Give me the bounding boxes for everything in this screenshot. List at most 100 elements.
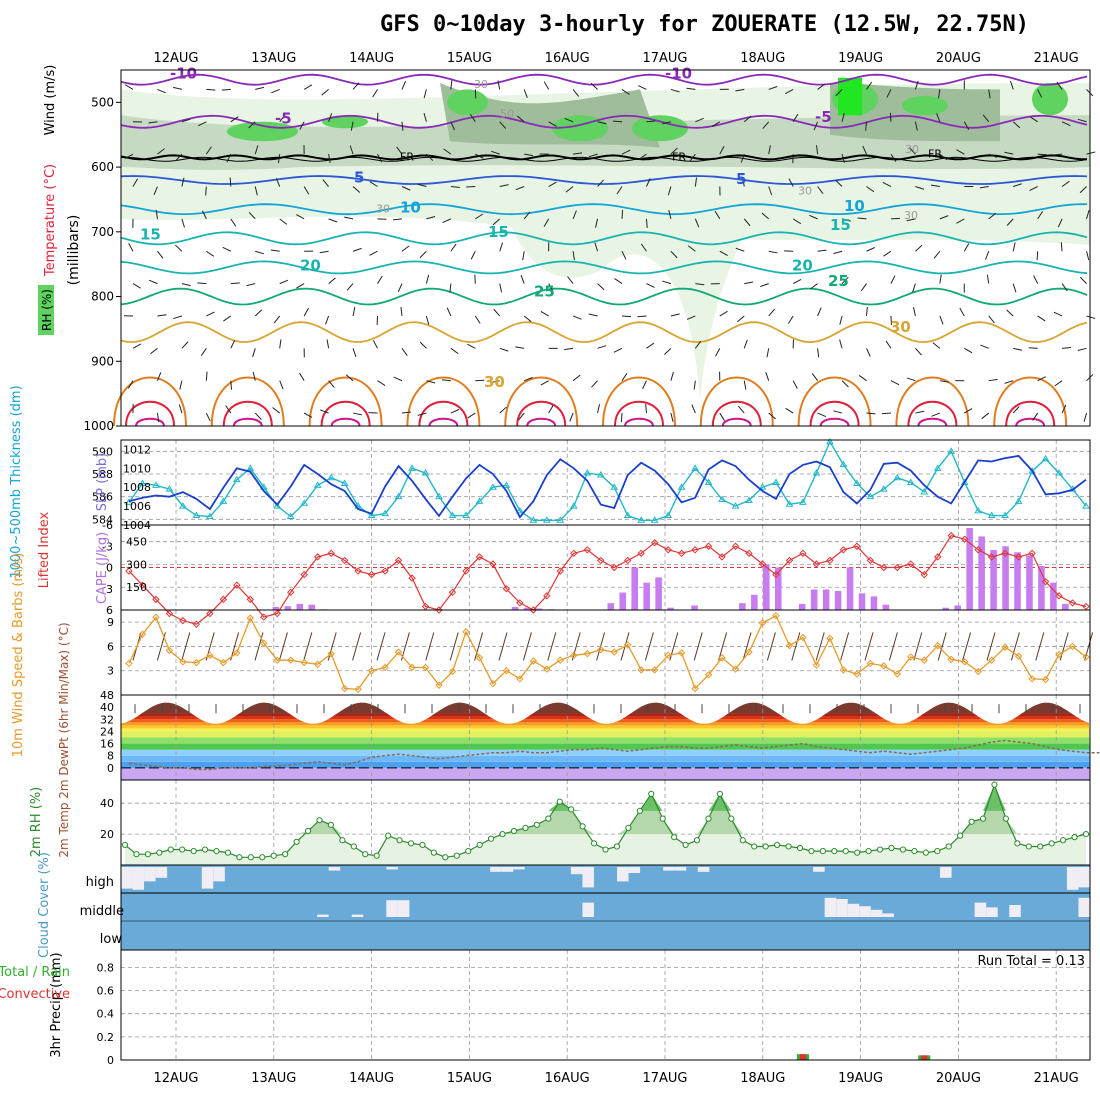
precip-tick-0.8: 0.8 (97, 961, 115, 974)
lifted-point-28 (502, 585, 511, 593)
temp-tick-8: 8 (107, 750, 114, 763)
barb-352 (914, 80, 919, 90)
rh2m-point-49 (682, 841, 689, 849)
barb-397 (1012, 121, 1021, 129)
slp-line (128, 440, 1087, 521)
precip-legend-total: Total / Rain (0, 965, 70, 980)
barb-148 (450, 243, 457, 252)
rh2m-point-84 (1082, 830, 1090, 838)
barb-425 (1053, 311, 1063, 317)
barb-197 (548, 405, 554, 414)
barb-208 (569, 412, 574, 422)
lifted-point-39 (650, 539, 659, 547)
wind10-point-45 (731, 665, 740, 673)
barb-193 (548, 283, 554, 292)
chart-title: GFS 0~10day 3-hourly for ZOUERATE (12.5W… (380, 12, 1030, 37)
barb-106 (352, 307, 356, 317)
barb-128 (400, 306, 403, 317)
barb-420 (1053, 153, 1063, 156)
barb-72 (279, 279, 289, 285)
barb-387 (988, 153, 998, 158)
barb-367 (939, 215, 949, 220)
barb-62 (254, 309, 263, 317)
lifted-point-34 (583, 546, 591, 554)
wind10-point-71 (1082, 653, 1090, 661)
lifted-point-42 (691, 546, 699, 554)
wind10-barb-33 (937, 632, 947, 661)
cape-bar-47 (691, 605, 698, 610)
barb-330 (866, 81, 873, 90)
wind10-point-12 (287, 656, 295, 664)
barb-27 (175, 244, 183, 252)
barb-315 (817, 307, 822, 317)
cloud-level-high: high (86, 875, 114, 890)
thickness-tick-586: 586 (92, 491, 113, 504)
pressure-tick-900: 900 (91, 354, 114, 368)
barb-265 (711, 121, 721, 127)
contour-label-p30b: 30 (484, 373, 505, 391)
slp-point-26 (475, 497, 484, 504)
rh2m-point-41 (590, 840, 598, 847)
slp-point-21 (408, 464, 416, 471)
cape-bar-69 (954, 605, 961, 610)
slp-point-71 (1082, 502, 1090, 509)
contour-label-rh30e: 30 (798, 184, 812, 197)
barb-314 (810, 283, 818, 290)
barb-198 (572, 89, 580, 97)
ylabel-lifted: Lifted Index (37, 511, 52, 588)
wind10-barb-34 (962, 632, 972, 661)
rh2m-point-77 (1002, 815, 1010, 822)
barb-406 (1012, 406, 1020, 414)
date-bottom-20AUG: 20AUG (936, 1071, 981, 1086)
cape-bar-52 (751, 594, 758, 610)
lifted-point-9 (246, 595, 255, 604)
contour-label-p5b: 5 (736, 170, 746, 188)
rh2m-point-15 (293, 838, 300, 845)
barb-243 (662, 121, 672, 125)
barb-256 (694, 177, 698, 187)
wind10-point-38 (637, 666, 645, 674)
barb-258 (687, 245, 696, 252)
contour-label-rh30d: 30 (905, 143, 919, 156)
wind10-point-70 (1068, 642, 1077, 651)
slp-point-6 (205, 512, 214, 519)
barb-351 (881, 412, 891, 415)
barb-288 (768, 145, 771, 155)
barb-108 (345, 374, 354, 382)
barb-124 (401, 186, 411, 191)
wind10-point-29 (516, 675, 524, 683)
rh2m-point-20 (350, 843, 357, 850)
barb-179 (515, 186, 525, 191)
barb-298 (792, 113, 799, 123)
temp-band-11 (121, 716, 1090, 720)
slp-point-33 (569, 502, 578, 509)
wind10-point-37 (624, 641, 632, 649)
barb-173 (499, 347, 509, 352)
barb-257 (694, 218, 700, 228)
barb-196 (540, 380, 549, 386)
rh2m-line (124, 782, 1087, 858)
slp-point-29 (516, 506, 524, 514)
rh2m-point-27 (430, 849, 437, 856)
wind10-barb-13 (449, 632, 459, 661)
rh2m-point-1 (133, 851, 140, 858)
barb-418 (1056, 81, 1063, 90)
rh2m-point-21 (362, 851, 369, 858)
rh2m-point-25 (407, 840, 415, 847)
barb-247 (670, 250, 678, 259)
arch-7-2 (819, 417, 850, 427)
arch-0-2 (135, 417, 165, 427)
barb-339 (858, 375, 867, 382)
barb-125 (392, 218, 403, 221)
wind10-barb-27 (791, 632, 801, 661)
cloud-mid-64 (859, 906, 871, 917)
barb-304 (787, 315, 794, 324)
barb-168 (499, 184, 509, 187)
barb-240 (642, 380, 647, 390)
barb-303 (792, 278, 802, 285)
arch-6-1 (711, 400, 762, 427)
date-bottom-16AUG: 16AUG (545, 1071, 590, 1086)
barb-308 (817, 83, 826, 90)
